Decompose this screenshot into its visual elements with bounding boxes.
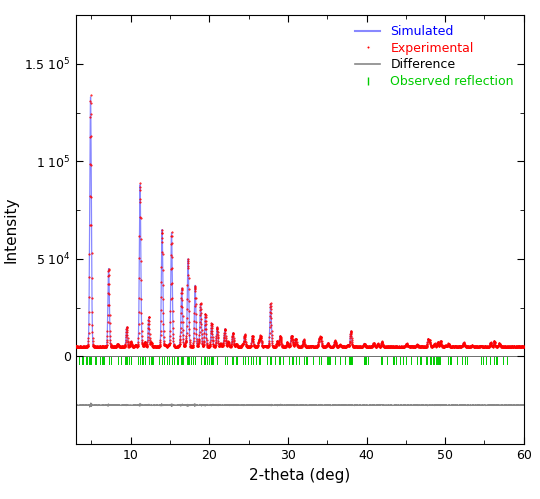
Y-axis label: Intensity: Intensity: [3, 196, 18, 263]
X-axis label: 2-theta (deg): 2-theta (deg): [249, 468, 350, 483]
Legend: Simulated, Experimental, Difference, Observed reflection: Simulated, Experimental, Difference, Obs…: [352, 21, 517, 92]
